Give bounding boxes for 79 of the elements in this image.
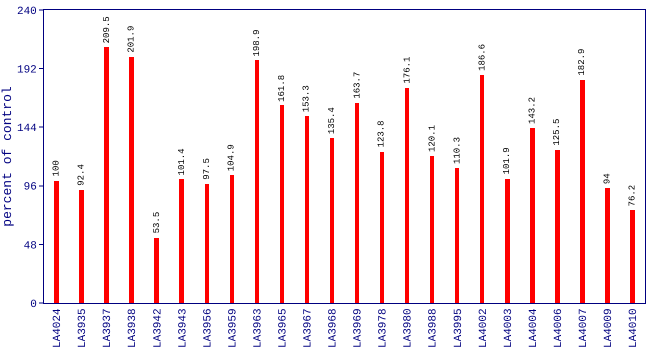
- data-label: 104.9: [226, 144, 236, 172]
- bar: [255, 60, 259, 303]
- bar: [430, 156, 434, 303]
- x-tick-label: LA3956: [202, 308, 214, 348]
- x-tick-label: LA3967: [302, 308, 315, 348]
- x-tick-label: LA3959: [227, 308, 240, 348]
- bar: [330, 138, 334, 303]
- data-label: 186.6: [478, 44, 488, 71]
- bar: [104, 47, 109, 303]
- bar: [505, 179, 510, 303]
- data-label: 135.4: [326, 107, 337, 134]
- y-tick-label: 96: [24, 182, 37, 194]
- x-tick-label: LA3969: [352, 308, 365, 348]
- data-label: 100: [52, 160, 62, 176]
- bar: [555, 150, 560, 303]
- x-tick-label: LA4002: [478, 308, 490, 348]
- y-tick-label: 0: [30, 298, 37, 311]
- data-label: 161.8: [276, 74, 287, 102]
- bar: [355, 103, 359, 303]
- bar: [179, 179, 184, 303]
- data-label: 110.3: [452, 137, 462, 164]
- data-label: 143.2: [528, 96, 538, 124]
- x-tick-label: LA4004: [528, 308, 540, 348]
- data-label: 76.2: [628, 184, 638, 206]
- data-label: 53.5: [152, 212, 162, 234]
- bar: [205, 184, 209, 303]
- x-tick-label: LA4003: [502, 308, 515, 348]
- bar: [530, 128, 535, 303]
- x-tick-label: LA3965: [277, 308, 290, 348]
- x-tick-label: LA3968: [328, 308, 340, 348]
- x-tick-label: LA4006: [552, 308, 565, 348]
- bar: [380, 152, 384, 303]
- x-tick-label: LA3980: [402, 308, 415, 348]
- x-tick-label: LA4010: [628, 308, 640, 348]
- y-tick-label: 48: [24, 240, 37, 252]
- bar: [455, 168, 459, 303]
- data-label: 92.4: [76, 164, 86, 186]
- y-tick-label: 144: [16, 123, 38, 136]
- y-axis-title: percent of control: [0, 86, 15, 227]
- data-label: 94: [602, 173, 613, 184]
- x-tick-label: LA3963: [252, 308, 264, 348]
- bar: [480, 75, 484, 303]
- data-label: 201.9: [126, 26, 137, 53]
- x-tick-label: LA3935: [77, 308, 90, 348]
- x-tick-label: LA3937: [102, 308, 114, 348]
- bar: [79, 190, 84, 303]
- x-tick-label: LA3988: [428, 308, 440, 348]
- bar: [129, 57, 134, 303]
- x-tick-label: LA3995: [452, 308, 465, 348]
- x-tick-label: LA3943: [177, 308, 190, 348]
- bar: [580, 80, 585, 303]
- data-label: 176.1: [402, 56, 413, 84]
- x-tick-label: LA3938: [127, 308, 140, 348]
- data-label: 120.1: [427, 125, 438, 152]
- bar: [280, 105, 284, 303]
- data-label: 153.3: [302, 85, 312, 112]
- data-label: 97.5: [202, 158, 212, 180]
- bar: [154, 238, 159, 303]
- data-label: 101.4: [177, 148, 188, 176]
- data-label: 123.8: [376, 120, 387, 148]
- x-tick-label: LA4007: [578, 308, 590, 348]
- bar: [305, 116, 309, 303]
- bar: [54, 181, 59, 303]
- x-tick-label: LA3978: [378, 308, 390, 348]
- x-tick-label: LA3942: [152, 308, 164, 348]
- bar: [605, 188, 610, 303]
- data-label: 101.9: [502, 147, 512, 174]
- y-tick-label: 192: [16, 64, 37, 76]
- x-tick-label: LA4009: [603, 308, 616, 348]
- y-tick-label: 240: [16, 6, 37, 18]
- bar: [230, 175, 234, 303]
- data-label: 209.5: [102, 16, 112, 44]
- data-label: 198.9: [252, 30, 262, 57]
- bar: [405, 88, 409, 303]
- data-label: 163.7: [352, 72, 362, 99]
- x-tick-label: LA4024: [52, 308, 64, 348]
- bar: [630, 210, 635, 303]
- data-label: 182.9: [577, 48, 588, 76]
- data-label: 125.5: [552, 118, 562, 146]
